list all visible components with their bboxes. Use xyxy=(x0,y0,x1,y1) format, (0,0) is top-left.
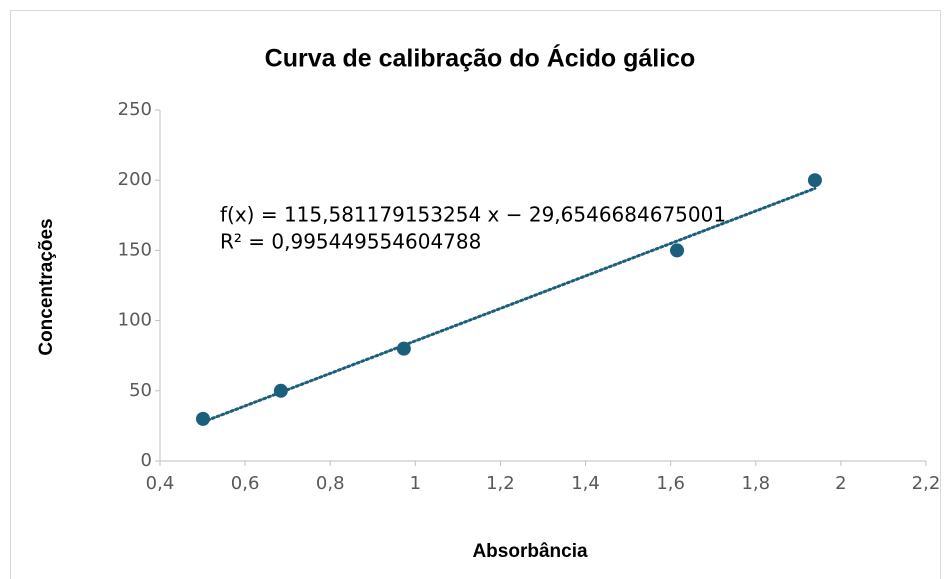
x-tick-label: 1,8 xyxy=(741,473,770,494)
x-tick-label: 1,4 xyxy=(571,473,600,494)
trendline xyxy=(201,186,817,424)
x-tick-label: 0,6 xyxy=(231,473,260,494)
data-point xyxy=(396,341,411,356)
y-tick-label: 150 xyxy=(118,239,152,260)
x-tick-label: 0,4 xyxy=(146,473,175,494)
r2-label: R² = 0,995449554604788 xyxy=(220,230,481,254)
y-tick-label: 200 xyxy=(118,169,152,190)
data-point xyxy=(670,243,685,258)
x-tick-label: 1 xyxy=(410,473,421,494)
x-axis-label: Absorbância xyxy=(472,541,588,562)
y-axis-label: Concentrações xyxy=(36,218,57,355)
data-point xyxy=(273,383,288,398)
data-point xyxy=(807,173,822,188)
x-tick-label: 1,2 xyxy=(486,473,515,494)
equation-label: f(x) = 115,581179153254 x − 29,654668467… xyxy=(220,203,726,227)
x-tick-label: 2 xyxy=(835,473,846,494)
x-tick-label: 2,2 xyxy=(912,473,941,494)
y-tick-label: 100 xyxy=(118,310,152,331)
y-tick-label: 0 xyxy=(141,450,152,471)
data-point xyxy=(195,411,210,426)
chart-title: Curva de calibração do Ácido gálico xyxy=(265,44,696,73)
x-tick-label: 1,6 xyxy=(656,473,685,494)
y-tick-label: 50 xyxy=(129,380,152,401)
x-tick-label: 0,8 xyxy=(316,473,345,494)
y-tick-label: 250 xyxy=(118,99,152,120)
chart-border xyxy=(10,10,941,579)
